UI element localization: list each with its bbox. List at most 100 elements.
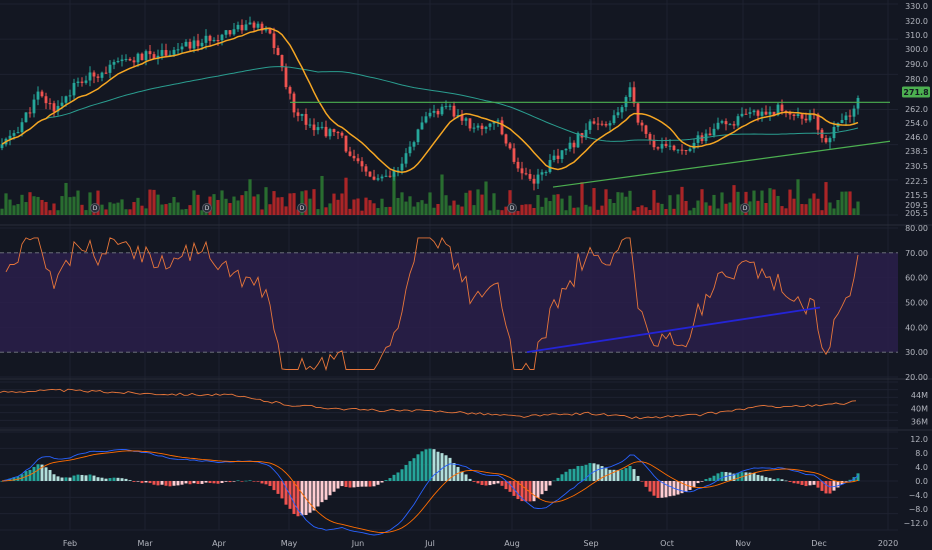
volume-bar: [216, 199, 220, 215]
volume-bar: [368, 200, 372, 215]
candle: [80, 81, 84, 83]
volume-bar: [424, 203, 428, 215]
volume-bar: [116, 202, 120, 215]
event-marker[interactable]: [90, 203, 100, 213]
volume-bar: [848, 191, 852, 215]
support-trendline[interactable]: [552, 140, 891, 188]
trendlines[interactable]: [290, 101, 891, 188]
macd-hist-bar: [140, 481, 144, 484]
macd-hist-bar: [480, 481, 484, 485]
volume-bar: [64, 182, 68, 215]
volume-bar: [460, 206, 464, 215]
macd-hist-bar: [760, 475, 764, 481]
volume-bar: [828, 202, 832, 215]
price-tick-label: 222.5: [905, 177, 928, 186]
macd-hist-bar: [232, 481, 236, 482]
candle: [544, 172, 548, 174]
candle: [68, 95, 72, 97]
macd-hist-bar: [744, 472, 748, 481]
macd-hist-bar: [540, 481, 544, 495]
rsi-trendline[interactable]: [526, 306, 821, 354]
event-marker-label: D: [510, 205, 515, 212]
event-marker-label: D: [93, 205, 98, 212]
event-marker[interactable]: [297, 203, 307, 213]
macd-hist-bar: [52, 474, 56, 481]
candle: [336, 132, 340, 134]
volume-bar: [12, 205, 16, 215]
volume-bar: [552, 194, 556, 215]
volume-bar: [400, 192, 404, 215]
macd-tick-label: −8.0: [909, 505, 928, 514]
rsi-band-fill: [0, 252, 898, 353]
volume-bar: [240, 195, 244, 215]
candle: [348, 151, 352, 156]
rsi-line: [5, 236, 859, 372]
macd-hist-bar: [284, 481, 288, 505]
macd-hist-bar: [40, 464, 44, 481]
candle: [152, 54, 156, 59]
macd-hist-bar: [756, 474, 760, 481]
macd-hist-bar: [344, 481, 348, 487]
candle: [372, 176, 376, 180]
macd-hist-bar: [168, 481, 172, 487]
macd-hist-bar: [732, 473, 736, 481]
volume-bar: [728, 202, 732, 215]
macd-hist-bar: [208, 481, 212, 484]
volume-bar: [156, 194, 160, 215]
candle: [248, 22, 252, 25]
macd-hist-bar: [176, 481, 180, 486]
volume-bar: [360, 210, 364, 215]
rsi-tick-label: 30.00: [905, 348, 928, 357]
volume-bar: [312, 189, 316, 215]
volume-bar: [108, 202, 112, 215]
candle: [300, 114, 304, 116]
macd-hist-bar: [832, 481, 836, 491]
candle: [732, 124, 736, 126]
macd-hist-bar: [516, 481, 520, 500]
volume-bar: [280, 197, 284, 215]
candle: [588, 121, 592, 130]
x-tick-label: Oct: [660, 539, 674, 548]
event-marker[interactable]: [202, 203, 212, 213]
macd-hist-bar: [656, 481, 660, 498]
candle: [508, 143, 512, 149]
candle: [228, 30, 232, 35]
x-tick-label: Feb: [63, 539, 77, 548]
macd-hist-bar: [800, 481, 804, 485]
macd-hist-bar: [92, 475, 96, 481]
candle: [188, 41, 192, 49]
volume-bar: [76, 190, 80, 215]
volume-bar: [160, 204, 164, 215]
macd-hist-bar: [56, 476, 60, 481]
candle: [504, 134, 508, 144]
event-marker[interactable]: [507, 203, 517, 213]
macd-hist-bar: [112, 477, 116, 481]
macd-hist-bar: [376, 481, 380, 485]
volume-bar: [308, 198, 312, 215]
volume-bar: [548, 201, 552, 215]
rsi-tick-label: 70.00: [905, 249, 928, 258]
candle: [192, 40, 196, 49]
volume-bar: [176, 202, 180, 215]
candle: [20, 122, 24, 133]
price-tick-label: 310.0: [905, 31, 928, 40]
volume-bar: [44, 201, 48, 215]
volume-bar: [144, 208, 148, 215]
candle: [484, 126, 488, 129]
macd-hist-bar: [456, 466, 460, 481]
candle: [396, 170, 400, 172]
candle: [160, 50, 164, 56]
candle: [216, 40, 220, 42]
candle: [632, 87, 636, 104]
candle: [292, 93, 296, 113]
event-marker[interactable]: [740, 203, 750, 213]
macd-hist-bar: [556, 477, 560, 481]
volume-bar: [784, 208, 788, 215]
volume-bar: [364, 197, 368, 215]
candle: [428, 112, 432, 117]
candle: [328, 129, 332, 137]
candle: [820, 129, 824, 139]
macd-hist-bar: [372, 481, 376, 487]
